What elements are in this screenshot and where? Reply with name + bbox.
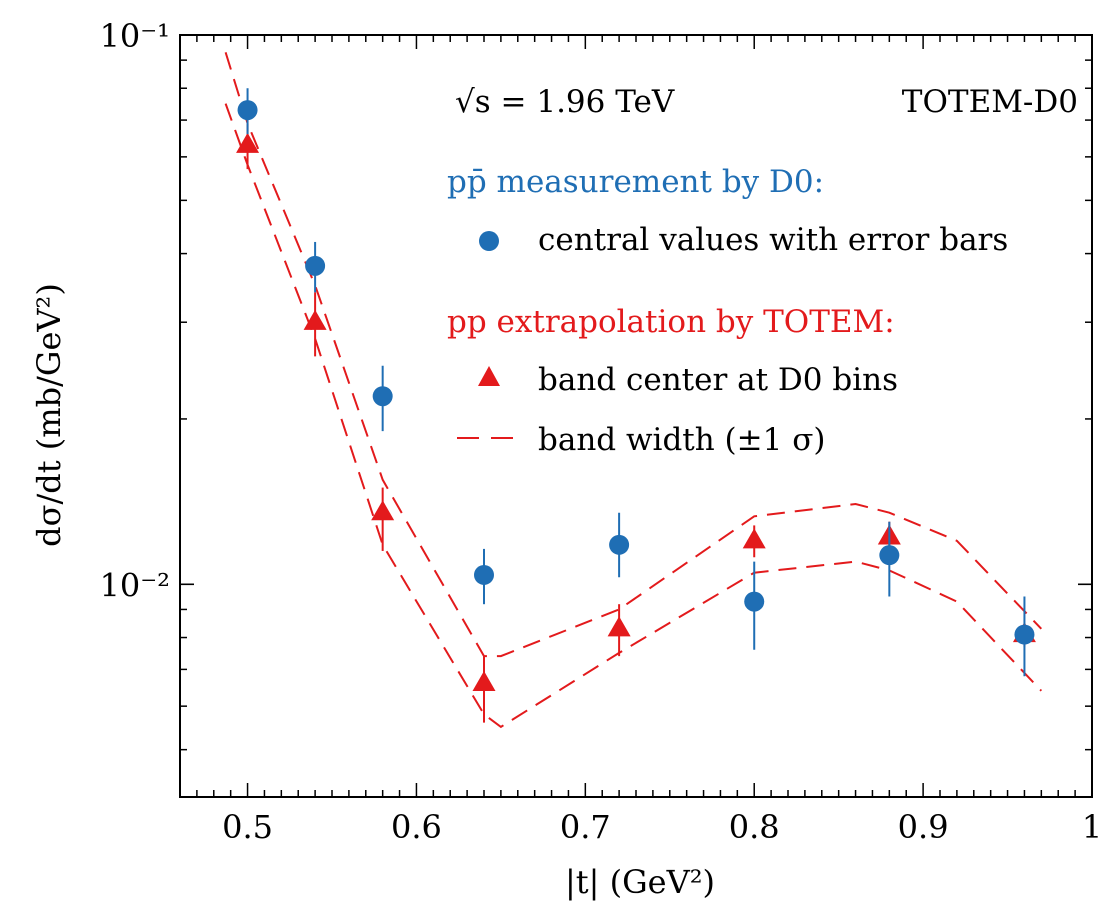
axes: 0.5 0.6 0.7 0.8 0.9 1 10⁻¹ 10⁻² bbox=[100, 17, 1103, 846]
totem-data-point bbox=[303, 309, 327, 330]
y-axis-title: dσ/dt (mb/GeV²) bbox=[30, 283, 68, 547]
x-tick-label: 0.6 bbox=[391, 808, 442, 846]
totem-data-point bbox=[607, 616, 631, 637]
legend-d0-marker bbox=[479, 231, 499, 251]
legend-d0-header: pp̄ measurement by D0: bbox=[447, 164, 824, 200]
band-lower-line bbox=[224, 103, 1043, 729]
legend-totem-marker bbox=[478, 366, 500, 386]
points-layer bbox=[236, 88, 1036, 723]
totem-data-point bbox=[742, 528, 766, 549]
legend-totem-header: pp extrapolation by TOTEM: bbox=[447, 304, 895, 340]
y-tick-label: 10⁻¹ bbox=[100, 17, 170, 55]
d0-data-point bbox=[879, 545, 900, 566]
d0-data-point bbox=[372, 386, 393, 407]
x-tick-label: 1 bbox=[1082, 808, 1102, 846]
x-axis-title: |t| (GeV²) bbox=[565, 863, 715, 901]
totem-data-point bbox=[472, 671, 496, 692]
band-layer bbox=[224, 52, 1043, 729]
legend: √s = 1.96 TeV TOTEM-D0 pp̄ measurement b… bbox=[447, 84, 1078, 458]
y-tick-label: 10⁻² bbox=[100, 566, 170, 604]
legend-band-label: band width (±1 σ) bbox=[538, 422, 825, 458]
x-tick-label: 0.5 bbox=[222, 808, 273, 846]
d0-data-point bbox=[474, 564, 494, 585]
d0-data-point bbox=[744, 591, 765, 612]
x-tick-label: 0.8 bbox=[729, 808, 780, 846]
x-tick-label: 0.9 bbox=[898, 808, 949, 846]
experiment-annotation: TOTEM-D0 bbox=[902, 84, 1078, 120]
d0-data-point bbox=[1014, 624, 1035, 645]
band-upper-line bbox=[224, 52, 1043, 658]
x-tick-label: 0.7 bbox=[560, 808, 611, 846]
totem-data-point bbox=[371, 500, 395, 521]
d0-data-point bbox=[305, 255, 326, 276]
d0-data-point bbox=[237, 100, 258, 121]
totem-data-point bbox=[236, 132, 260, 153]
energy-annotation: √s = 1.96 TeV bbox=[455, 84, 675, 120]
legend-totem-label: band center at D0 bins bbox=[538, 362, 898, 398]
legend-d0-label: central values with error bars bbox=[538, 222, 1008, 258]
d0-data-point bbox=[609, 534, 630, 555]
plot-frame bbox=[179, 34, 1093, 798]
